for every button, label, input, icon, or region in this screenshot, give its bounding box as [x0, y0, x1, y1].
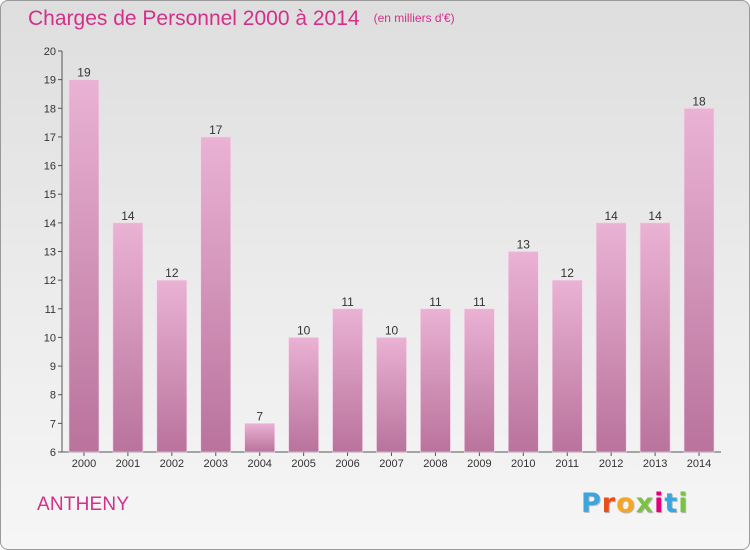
- x-tick-label: 2001: [116, 458, 140, 470]
- bar: [639, 222, 671, 453]
- x-tick-label: 2004: [247, 458, 271, 470]
- y-tick-label: 7: [50, 418, 56, 430]
- data-label: 14: [648, 209, 662, 223]
- y-tick-label: 14: [44, 218, 56, 230]
- x-tick-label: 2006: [335, 458, 359, 470]
- y-tick-label: 11: [45, 304, 56, 316]
- data-label: 12: [561, 266, 575, 280]
- x-tick-label: 2005: [291, 458, 315, 470]
- data-label: 11: [341, 295, 354, 309]
- data-label: 13: [517, 238, 531, 252]
- x-tick-label: 2013: [643, 458, 667, 470]
- y-tick-label: 17: [44, 132, 56, 144]
- x-tick-label: 2014: [687, 458, 711, 470]
- y-tick-label: 16: [44, 161, 56, 173]
- bar: [551, 279, 583, 453]
- data-label: 7: [256, 409, 263, 423]
- y-tick-label: 8: [50, 390, 56, 402]
- bar: [156, 279, 188, 453]
- y-tick-label: 10: [44, 332, 56, 344]
- bar: [595, 222, 627, 453]
- x-tick-label: 2008: [423, 458, 447, 470]
- logo-letter: P: [581, 488, 602, 519]
- bar: [112, 222, 144, 453]
- chart-title: Charges de Personnel 2000 à 2014 (en mill…: [28, 7, 455, 31]
- data-label: 18: [692, 94, 706, 108]
- x-tick-label: 2000: [72, 458, 96, 470]
- bar: [507, 251, 539, 453]
- data-label: 11: [473, 295, 486, 309]
- y-tick-label: 20: [44, 46, 56, 58]
- bar: [464, 308, 495, 453]
- data-label: 17: [209, 123, 223, 137]
- bar: [244, 423, 275, 453]
- logo-letter: i: [678, 488, 689, 519]
- data-label: 10: [297, 323, 311, 337]
- logo-letter: t: [664, 488, 679, 519]
- y-tick-label: 15: [44, 189, 56, 201]
- data-label: 10: [385, 323, 399, 337]
- bar: [200, 136, 232, 453]
- logo-letter: r: [601, 488, 617, 519]
- data-label: 14: [604, 209, 618, 223]
- bar: [376, 337, 407, 453]
- logo-letter: o: [616, 488, 636, 519]
- chart-subtitle: (en milliers d'€): [373, 11, 455, 25]
- y-tick-label: 9: [50, 361, 56, 373]
- y-tick-label: 13: [44, 247, 56, 259]
- x-tick-label: 2012: [599, 458, 623, 470]
- bar: [68, 79, 100, 453]
- chart-labels: 2000 19 2001 14 2002 12 2003 17 2004 7 2005 10 2006 1…: [72, 66, 712, 470]
- bar: [420, 308, 451, 453]
- commune-name: ANTHENY: [37, 494, 130, 515]
- data-label: 11: [429, 295, 442, 309]
- proxiti-logo[interactable]: Proxiti: [581, 488, 689, 519]
- data-label: 14: [121, 209, 135, 223]
- x-tick-label: 2009: [467, 458, 491, 470]
- bar: [332, 308, 363, 453]
- y-tick-label: 12: [44, 275, 56, 287]
- data-label: 19: [77, 66, 91, 80]
- x-tick-label: 2002: [160, 458, 184, 470]
- logo-letter: i: [654, 488, 665, 519]
- chart-bars: [68, 79, 715, 453]
- data-label: 12: [165, 266, 179, 280]
- logo-letter: x: [635, 488, 655, 519]
- x-tick-label: 2007: [379, 458, 403, 470]
- x-tick-label: 2011: [555, 458, 579, 470]
- bar: [683, 107, 715, 453]
- x-tick-label: 2010: [511, 458, 535, 470]
- y-tick-label: 18: [44, 103, 56, 115]
- x-tick-label: 2003: [204, 458, 228, 470]
- chart-title-text: Charges de Personnel 2000 à 2014: [28, 7, 360, 30]
- bar: [288, 337, 319, 453]
- y-tick-label: 6: [50, 447, 56, 459]
- y-tick-label: 19: [44, 75, 56, 87]
